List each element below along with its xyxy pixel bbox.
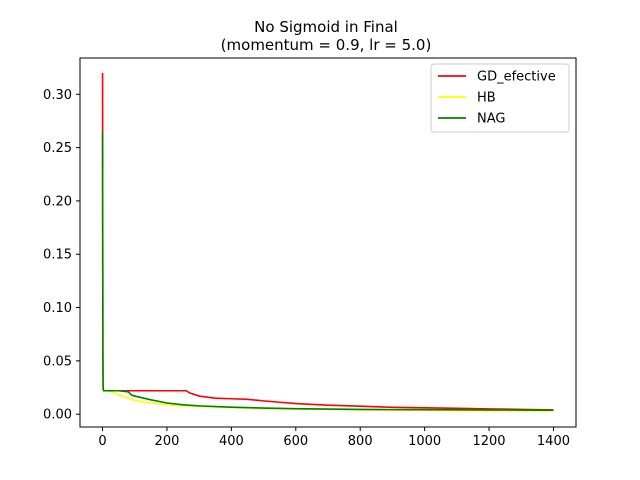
x-tick-label: 0 (98, 434, 106, 449)
legend-label-0: GD_efective (477, 70, 556, 85)
x-tick-label: 400 (219, 434, 244, 449)
plot-lines (101, 72, 554, 412)
legend-label-1: HB (477, 91, 496, 106)
y-tick-label: 0.10 (43, 301, 72, 316)
plot-frame (79, 57, 577, 428)
y-tick-label: 0.05 (43, 354, 72, 369)
y-tick-label: 0.15 (43, 248, 72, 263)
legend-label-2: NAG (477, 112, 505, 127)
x-axis: 0 200 400 600 800 1000 1200 1400 (98, 427, 570, 449)
x-tick-label: 1400 (537, 434, 570, 449)
y-tick-label: 0.20 (43, 194, 72, 209)
y-tick-label: 0.25 (43, 141, 72, 156)
chart-title-line1: No Sigmoid in Final (254, 18, 398, 36)
x-tick-label: 1000 (408, 434, 441, 449)
y-tick-label: 0.00 (43, 408, 72, 423)
x-tick-label: 600 (283, 434, 308, 449)
series-line-1 (101, 168, 554, 412)
legend: GD_efective HB NAG (430, 63, 570, 133)
legend-box (430, 63, 570, 133)
chart-title-line2: (momentum = 0.9, lr = 5.0) (221, 36, 432, 54)
x-tick-label: 1200 (472, 434, 505, 449)
y-tick-label: 0.30 (43, 88, 72, 103)
x-tick-label: 200 (155, 434, 180, 449)
y-axis: 0.00 0.05 0.10 0.15 0.20 0.25 0.30 (43, 88, 80, 423)
series-line-2 (101, 131, 554, 411)
x-tick-label: 800 (348, 434, 373, 449)
